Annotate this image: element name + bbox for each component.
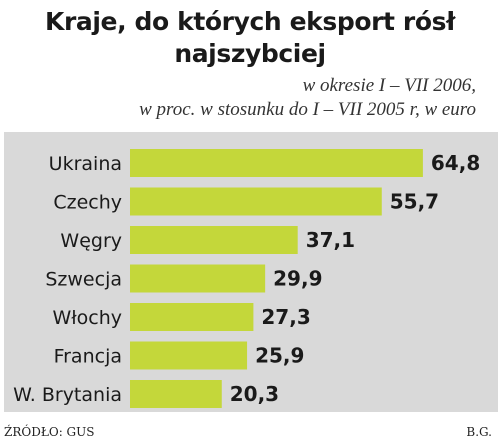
bar: [130, 264, 266, 293]
bar: [130, 226, 298, 254]
value-label: 20,3: [230, 382, 279, 406]
bar: [130, 149, 423, 177]
category-label: Włochy: [52, 307, 122, 329]
chart-panel: Ukraina 64,8 Czechy 55,7 Węgry 37,1 Szwecja 29,…: [4, 132, 498, 412]
bar: [130, 341, 248, 370]
value-label: 25,9: [255, 344, 304, 368]
chart-title: Kraje, do których eksport rósł najszybci…: [0, 6, 500, 70]
category-label: Szwecja: [45, 269, 122, 291]
value-label: 37,1: [306, 228, 355, 252]
value-label: 55,7: [390, 190, 439, 214]
category-label: W. Brytania: [13, 384, 122, 406]
category-label: Francja: [54, 346, 122, 368]
bar: [130, 380, 222, 408]
value-label: 64,8: [431, 151, 480, 175]
value-label: 29,9: [273, 267, 322, 291]
bar: [130, 303, 254, 331]
source-note: ŹRÓDŁO: GUS: [4, 425, 95, 439]
chart-subtitle-line1: w okresie I – VII 2006,: [302, 75, 476, 96]
chart-title-line1: Kraje, do których eksport rósł: [45, 7, 455, 36]
value-label: 27,3: [261, 305, 310, 329]
chart-title-line2: najszybciej: [174, 39, 326, 68]
bar: [130, 187, 382, 216]
category-label: Ukraina: [49, 153, 122, 175]
chart-subtitle: w okresie I – VII 2006, w proc. w stosun…: [139, 74, 476, 122]
author-initials: B.G.: [466, 425, 492, 439]
chart-subtitle-line2: w proc. w stosunku do I – VII 2005 r, w …: [139, 99, 476, 120]
category-label: Węgry: [60, 230, 122, 252]
bar-chart: Ukraina 64,8 Czechy 55,7 Węgry 37,1 Szwecja 29,…: [13, 149, 480, 408]
category-label: Czechy: [53, 192, 122, 214]
